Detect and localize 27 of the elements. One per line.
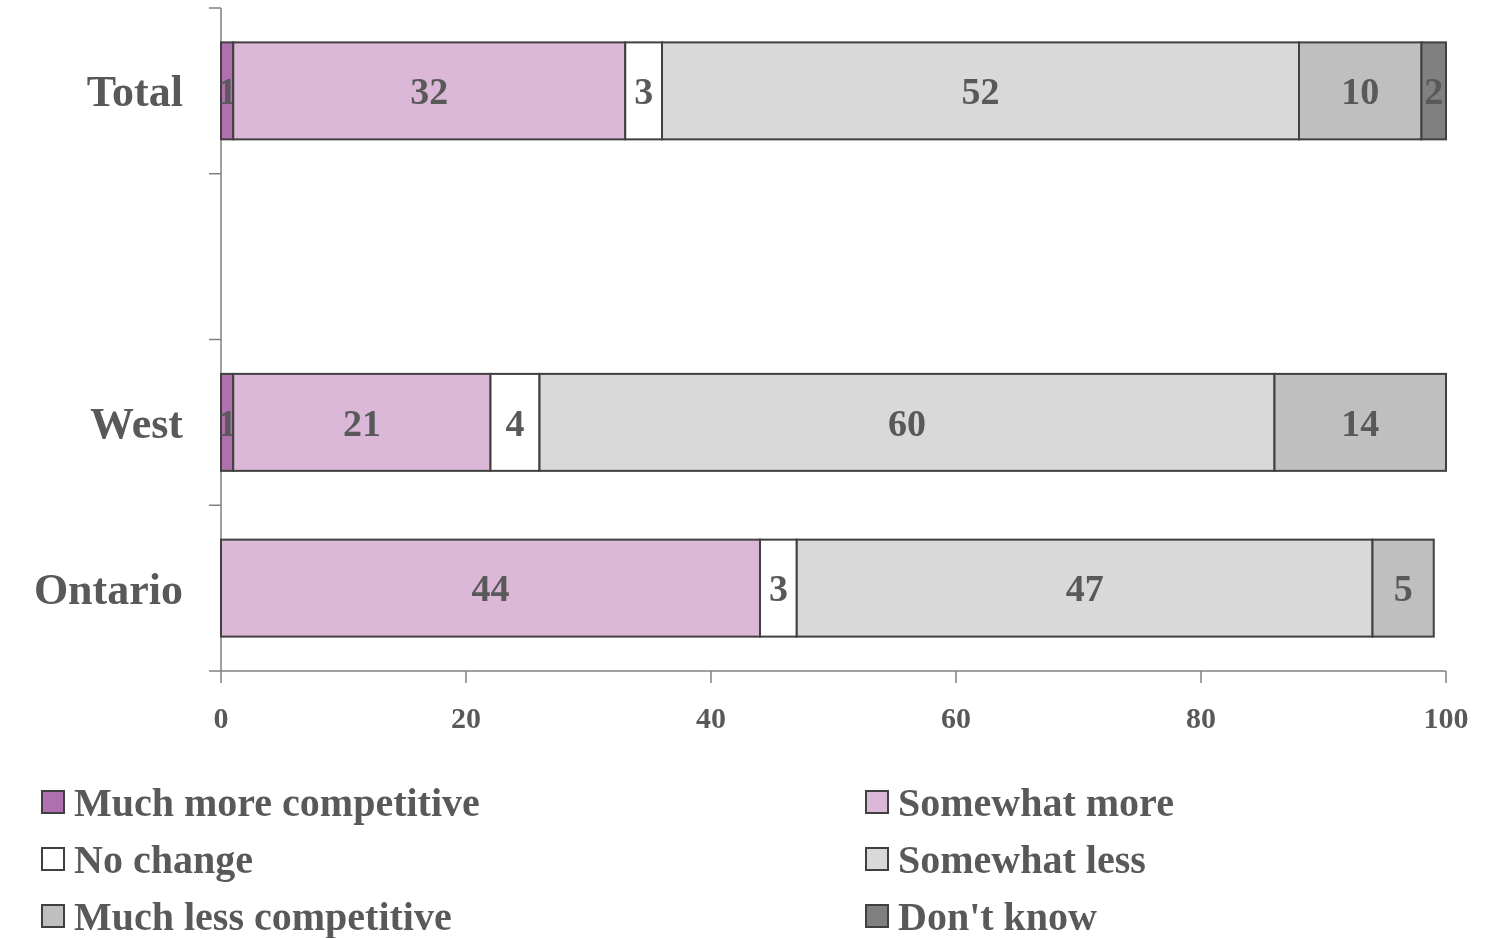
legend-label: Much less competitive xyxy=(74,894,452,938)
data-label: 14 xyxy=(1341,401,1380,444)
x-tick-label: 60 xyxy=(941,700,971,734)
data-label: 10 xyxy=(1341,70,1380,113)
data-label: 60 xyxy=(888,401,926,444)
data-label: 47 xyxy=(1065,567,1104,610)
data-label: 21 xyxy=(342,401,381,444)
data-label: 44 xyxy=(471,567,510,610)
x-tick-label: 20 xyxy=(451,700,481,734)
x-tick-label: 40 xyxy=(696,700,726,734)
legend-label: Somewhat more xyxy=(898,780,1174,825)
x-tick-label: 100 xyxy=(1423,700,1469,734)
data-label: 4 xyxy=(505,401,525,444)
y-tick-label: Total xyxy=(86,67,183,117)
data-label: 5 xyxy=(1393,567,1413,610)
legend-label: Don't know xyxy=(898,894,1098,938)
legend-label: Much more competitive xyxy=(74,780,480,825)
y-tick-label: Ontario xyxy=(33,564,183,614)
y-tick-label: West xyxy=(90,398,184,448)
legend-label: Somewhat less xyxy=(898,837,1146,882)
data-label: 52 xyxy=(961,70,1000,113)
x-tick-label: 0 xyxy=(213,700,229,734)
x-tick-label: 80 xyxy=(1186,700,1216,734)
legend-label: No change xyxy=(74,837,253,882)
data-label: 3 xyxy=(768,567,788,610)
data-label: 32 xyxy=(410,70,449,113)
data-label: 3 xyxy=(634,70,654,113)
